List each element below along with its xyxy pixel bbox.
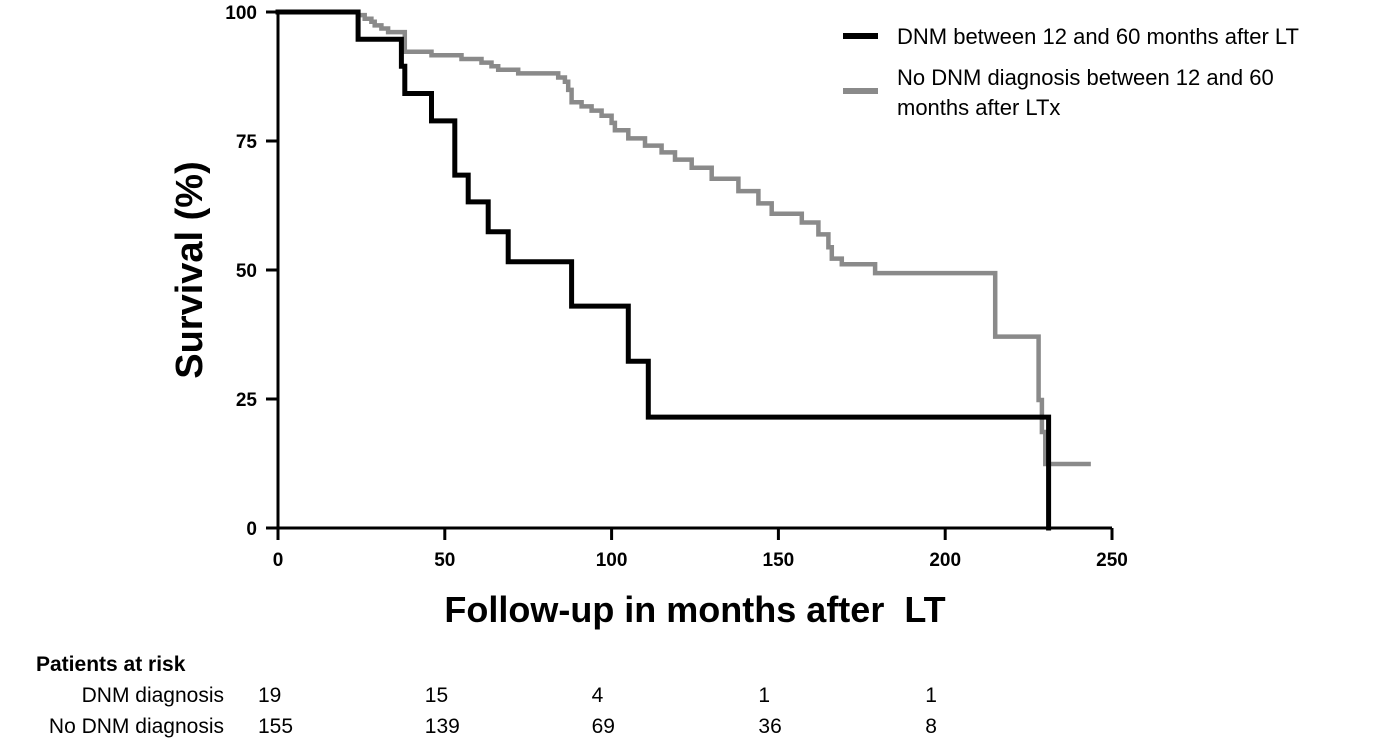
legend-label-no-dnm-line-0: No DNM diagnosis between 12 and 60 <box>897 65 1274 90</box>
y-tick-group: 0 25 50 75 100 <box>225 3 278 540</box>
x-tick-group: 0 50 100 150 200 250 <box>273 528 1128 571</box>
legend-label-dnm: DNM between 12 and 60 months after LT <box>897 24 1299 49</box>
series-line-no-dnm <box>275 9 1091 467</box>
risk-values: 19 15 4 1 1 155 139 69 36 8 <box>258 684 937 738</box>
risk-value-dnm-0: 19 <box>258 684 281 707</box>
y-tick-label-1: 25 <box>236 390 258 411</box>
x-tick-label-2: 100 <box>596 550 628 571</box>
series-group <box>275 9 1091 531</box>
legend-label-no-dnm: No DNM diagnosis between 12 and 60 months… <box>897 65 1274 120</box>
legend-label-no-dnm-line-1: months after LTx <box>897 95 1060 120</box>
risk-table: Patients at risk DNM diagnosis No DNM di… <box>36 653 937 738</box>
y-axis-title: Survival (%) <box>169 161 211 379</box>
x-tick-label-5: 250 <box>1096 550 1128 571</box>
risk-value-no-dnm-3: 36 <box>758 715 781 738</box>
risk-value-dnm-4: 1 <box>925 684 937 707</box>
risk-value-dnm-3: 1 <box>758 684 770 707</box>
risk-table-title: Patients at risk <box>36 653 186 676</box>
risk-row-label-no-dnm: No DNM diagnosis <box>49 715 224 738</box>
y-tick-label-0: 0 <box>246 519 257 540</box>
x-tick-label-4: 200 <box>929 550 961 571</box>
legend: DNM between 12 and 60 months after LT No… <box>843 24 1299 120</box>
x-tick-label-0: 0 <box>273 550 284 571</box>
y-tick-label-3: 75 <box>236 132 258 153</box>
x-tick-label-3: 150 <box>763 550 795 571</box>
risk-value-no-dnm-2: 69 <box>592 715 615 738</box>
risk-value-no-dnm-1: 139 <box>425 715 460 738</box>
y-tick-label-2: 50 <box>236 261 257 282</box>
series-line-dnm <box>275 9 1052 531</box>
risk-row-label-dnm: DNM diagnosis <box>82 684 224 707</box>
risk-value-dnm-1: 15 <box>425 684 448 707</box>
x-tick-label-1: 50 <box>434 550 455 571</box>
risk-value-dnm-2: 4 <box>592 684 604 707</box>
x-axis-title: Follow-up in months after LT <box>444 589 945 630</box>
risk-value-no-dnm-0: 155 <box>258 715 293 738</box>
risk-value-no-dnm-4: 8 <box>925 715 937 738</box>
y-tick-label-4: 100 <box>225 3 257 24</box>
